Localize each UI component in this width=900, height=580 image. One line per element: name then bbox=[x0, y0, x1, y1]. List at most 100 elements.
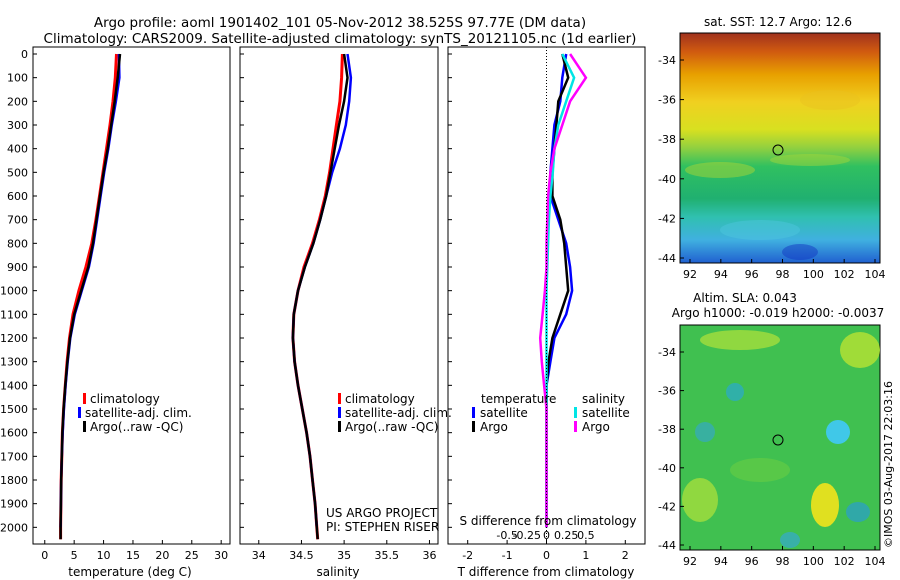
x-tick-label: 0 bbox=[543, 549, 550, 562]
x2-tick-label: -0.5 bbox=[496, 529, 517, 542]
map-x-tick-label: 94 bbox=[714, 555, 728, 568]
legend-swatch-s-argo bbox=[574, 421, 577, 432]
difference-xlabel2: S difference from climatology bbox=[460, 514, 637, 528]
sla-map-title1: Altim. SLA: 0.043 bbox=[693, 291, 797, 305]
map-y-tick-label: -40 bbox=[658, 462, 676, 475]
y-tick-label: 1700 bbox=[0, 450, 28, 463]
map-x-tick-label: 104 bbox=[865, 268, 886, 281]
sst-map-title: sat. SST: 12.7 Argo: 12.6 bbox=[704, 15, 852, 29]
sla-argo-location-marker bbox=[772, 434, 784, 446]
sla-blob bbox=[730, 458, 790, 482]
legend-label-satellite: satellite-adj. clim. bbox=[345, 406, 452, 420]
map-x-tick-label: 92 bbox=[683, 555, 697, 568]
y-tick-label: 1900 bbox=[0, 498, 28, 511]
project-line2: PI: STEPHEN RISER bbox=[326, 520, 439, 534]
x-tick-label: 20 bbox=[155, 549, 169, 562]
legend-label-climatology: climatology bbox=[345, 392, 415, 406]
y-tick-label: 700 bbox=[7, 214, 28, 227]
map-y-tick-label: -42 bbox=[658, 500, 676, 513]
difference-xlabel: T difference from climatology bbox=[457, 565, 635, 579]
series-line bbox=[291, 53, 344, 540]
sla-blob bbox=[682, 478, 718, 522]
temperature-plot-frame bbox=[32, 46, 231, 545]
legend-title-salinity: salinity bbox=[582, 392, 625, 406]
map-y-tick-label: -44 bbox=[658, 252, 676, 265]
map-x-tick-label: 102 bbox=[834, 555, 855, 568]
legend-swatch-argo bbox=[338, 421, 341, 432]
y-tick-label: 1400 bbox=[0, 379, 28, 392]
map-y-tick-label: -34 bbox=[658, 346, 676, 359]
x-tick-label: 35 bbox=[337, 549, 351, 562]
map-y-tick-label: -38 bbox=[658, 133, 676, 146]
x-tick-label: 34.5 bbox=[289, 549, 314, 562]
header-line2: Climatology: CARS2009. Satellite-adjuste… bbox=[44, 31, 637, 47]
sst-map bbox=[679, 32, 881, 264]
legend-swatch-t-argo bbox=[472, 421, 475, 432]
temperature-legend: climatology satellite-adj. clim. Argo(..… bbox=[78, 392, 192, 434]
map-x-tick-label: 104 bbox=[865, 555, 886, 568]
x2-tick-label: 0 bbox=[543, 529, 550, 542]
legend-label-s-satellite: satellite bbox=[582, 406, 630, 420]
x-tick-label: 35.5 bbox=[375, 549, 400, 562]
sla-map-ticks: 92 94 96 98 100 102 104 -34 -36 -38 -40 -42 -44 bbox=[658, 346, 885, 568]
sla-map-title2: Argo h1000: -0.019 h2000: -0.0037 bbox=[672, 306, 885, 320]
map-y-tick-label: -40 bbox=[658, 173, 676, 186]
y-tick-label: 1800 bbox=[0, 474, 28, 487]
map-y-tick-label: -36 bbox=[658, 94, 676, 107]
x2-tick-label: -0.25 bbox=[513, 529, 541, 542]
y-tick-label: 100 bbox=[7, 72, 28, 85]
series-line bbox=[59, 53, 122, 540]
x-tick-label: -1 bbox=[502, 549, 513, 562]
y-tick-label: 200 bbox=[7, 95, 28, 108]
legend-swatch-satellite bbox=[338, 407, 341, 418]
legend-label-satellite: satellite-adj. clim. bbox=[85, 406, 192, 420]
footer-timestamp: ©IMOS 03-Aug-2017 22:03:16 bbox=[882, 381, 895, 548]
sla-blob bbox=[826, 420, 850, 444]
project-line1: US ARGO PROJECT bbox=[326, 506, 438, 520]
legend-swatch-climatology bbox=[338, 393, 341, 404]
map-x-tick-label: 96 bbox=[745, 268, 759, 281]
salinity-series bbox=[291, 53, 353, 540]
legend-swatch-s-satellite bbox=[574, 407, 577, 418]
legend-swatch-argo bbox=[83, 421, 86, 432]
map-x-tick-label: 98 bbox=[776, 268, 790, 281]
y-tick-label: 1300 bbox=[0, 356, 28, 369]
legend-title-temperature: temperature bbox=[481, 392, 556, 406]
map-y-tick-label: -34 bbox=[658, 54, 676, 67]
temperature-series bbox=[59, 53, 122, 540]
difference-legend: temperature salinity satellite Argo sate… bbox=[472, 392, 630, 434]
legend-label-climatology: climatology bbox=[90, 392, 160, 406]
map-x-tick-label: 102 bbox=[834, 268, 855, 281]
series-line bbox=[545, 53, 576, 528]
legend-label-argo: Argo(..raw -QC) bbox=[90, 420, 183, 434]
x-tick-label: 15 bbox=[126, 549, 140, 562]
x2-tick-label: 0.5 bbox=[577, 529, 595, 542]
salinity-xlabel: salinity bbox=[316, 565, 359, 579]
x-tick-label: 5 bbox=[71, 549, 78, 562]
x-tick-label: 30 bbox=[214, 549, 228, 562]
sst-blob bbox=[685, 162, 755, 178]
temperature-xlabel: temperature (deg C) bbox=[68, 565, 191, 579]
tick-layer: 0100200300400500600700800900100011001200… bbox=[0, 48, 629, 562]
sla-blob bbox=[846, 502, 870, 522]
legend-swatch-satellite bbox=[78, 407, 81, 418]
sst-blob bbox=[800, 90, 860, 110]
map-y-tick-label: -42 bbox=[658, 212, 676, 225]
y-tick-label: 400 bbox=[7, 143, 28, 156]
legend-label-t-argo: Argo bbox=[480, 420, 508, 434]
y-tick-label: 800 bbox=[7, 237, 28, 250]
sla-blob bbox=[840, 332, 880, 368]
x2-tick-label: 0.25 bbox=[554, 529, 579, 542]
x-tick-label: 2 bbox=[622, 549, 629, 562]
series-line bbox=[538, 53, 588, 528]
salinity-plot-frame bbox=[239, 46, 439, 545]
sst-blob bbox=[770, 154, 850, 166]
x-tick-label: 25 bbox=[185, 549, 199, 562]
y-tick-label: 1000 bbox=[0, 285, 28, 298]
x-tick-label: 34 bbox=[252, 549, 266, 562]
x-tick-label: 36 bbox=[422, 549, 436, 562]
y-tick-label: 1200 bbox=[0, 332, 28, 345]
x-tick-label: -2 bbox=[462, 549, 473, 562]
sst-map-texture bbox=[685, 90, 860, 260]
x-tick-label: 1 bbox=[582, 549, 589, 562]
